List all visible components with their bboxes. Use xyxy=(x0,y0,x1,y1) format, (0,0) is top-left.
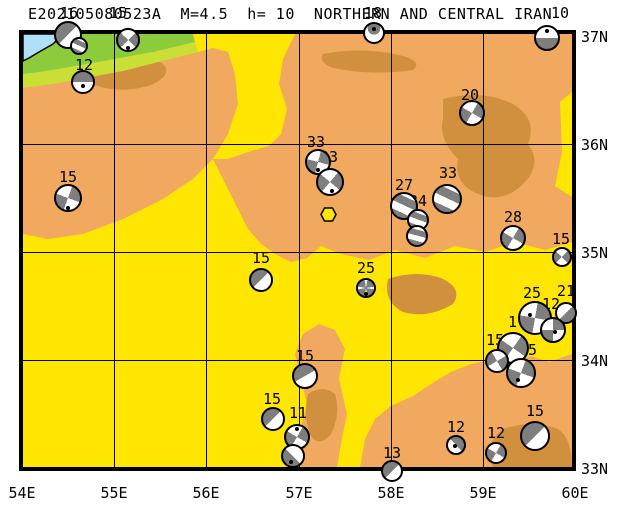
meridian-line xyxy=(114,34,115,467)
latitude-tick-label: 35N xyxy=(581,244,609,262)
focal-mechanism-beachball xyxy=(485,442,507,464)
depth-label: 13 xyxy=(383,444,402,462)
depth-label: 20 xyxy=(461,86,480,104)
focal-mechanism-beachball xyxy=(406,225,428,247)
latitude-tick-label: 36N xyxy=(581,136,609,154)
focal-mechanism-beachball xyxy=(552,247,572,267)
depth-label: 15 xyxy=(263,390,282,408)
focal-mechanism-beachball xyxy=(506,358,536,388)
longitude-tick-label: 59E xyxy=(469,484,497,502)
depth-label: 15 xyxy=(526,402,545,420)
terrain-relief xyxy=(23,34,572,467)
mechanism-axis-dot xyxy=(372,27,376,32)
depth-label: 12 xyxy=(447,418,466,436)
parallel-line xyxy=(23,360,572,361)
depth-label: 15 xyxy=(109,4,128,22)
longitude-tick-label: 55E xyxy=(100,484,128,502)
focal-mechanism-beachball xyxy=(485,349,509,373)
depth-label: 27 xyxy=(395,176,414,194)
focal-mechanism-beachball xyxy=(71,70,95,94)
focal-mechanism-beachball xyxy=(363,22,385,44)
longitude-tick-label: 54E xyxy=(8,484,36,502)
mechanism-axis-dot xyxy=(295,427,299,432)
focal-mechanism-beachball xyxy=(500,225,526,251)
depth-label: 12 xyxy=(75,56,94,74)
meridian-line xyxy=(391,34,392,467)
meridian-line xyxy=(206,34,207,467)
focal-mechanism-beachball xyxy=(292,363,318,389)
mechanism-axis-dot xyxy=(364,291,368,296)
focal-mechanism-beachball xyxy=(518,301,552,335)
focal-mechanism-beachball xyxy=(116,28,140,52)
focal-mechanism-beachball xyxy=(249,268,273,292)
mechanism-axis-dot xyxy=(126,45,130,50)
depth-label: 15 xyxy=(252,249,271,267)
focal-mechanism-beachball xyxy=(356,278,376,298)
mechanism-axis-dot xyxy=(516,377,521,382)
depth-label: 5 xyxy=(528,341,538,359)
mechanism-axis-dot xyxy=(66,205,70,210)
longitude-tick-label: 57E xyxy=(285,484,313,502)
focal-mechanism-beachball xyxy=(281,444,305,468)
focal-mechanism-beachball xyxy=(54,184,82,212)
latitude-tick-label: 37N xyxy=(581,28,609,46)
focal-mechanism-beachball xyxy=(446,435,466,455)
depth-label: 1 xyxy=(508,313,518,331)
depth-label: 15 xyxy=(59,168,78,186)
depth-label: 11 xyxy=(289,404,308,422)
lowland-yellowgreen xyxy=(23,42,198,88)
mechanism-axis-dot xyxy=(453,443,458,448)
focal-mechanism-beachball xyxy=(261,407,285,431)
focal-mechanism-beachball xyxy=(381,460,403,482)
depth-label: 28 xyxy=(504,208,523,226)
longitude-tick-label: 60E xyxy=(561,484,589,502)
focal-mechanism-beachball xyxy=(540,317,566,343)
depth-label: 10 xyxy=(551,4,570,22)
depth-label: 12 xyxy=(487,424,506,442)
longitude-tick-label: 58E xyxy=(377,484,405,502)
depth-label: 33 xyxy=(307,133,326,151)
latitude-tick-label: 34N xyxy=(581,352,609,370)
mechanism-axis-dot xyxy=(329,188,334,193)
map-title: E202105080523A M=4.5 h= 10 NORTHERN AND … xyxy=(28,5,553,23)
meridian-line xyxy=(483,34,484,467)
mechanism-axis-dot xyxy=(81,84,85,88)
depth-label: 15 xyxy=(296,347,315,365)
mechanism-axis-dot xyxy=(552,329,557,334)
depth-label: 25 xyxy=(523,284,542,302)
meridian-line xyxy=(299,34,300,467)
depth-label: 25 xyxy=(357,259,376,277)
sea-area xyxy=(23,34,65,62)
focal-mechanism-beachball xyxy=(316,168,344,196)
depth-label: 18 xyxy=(364,4,383,22)
latitude-tick-label: 33N xyxy=(581,460,609,478)
longitude-tick-label: 56E xyxy=(192,484,220,502)
focal-mechanism-beachball xyxy=(459,100,485,126)
depth-label: 16 xyxy=(60,4,79,22)
focal-mechanism-beachball xyxy=(70,37,88,55)
focal-mechanism-beachball xyxy=(534,25,560,51)
focal-mechanism-beachball xyxy=(432,184,462,214)
parallel-line xyxy=(23,252,572,253)
depth-label: 21 xyxy=(557,282,576,300)
mechanism-axis-dot xyxy=(316,167,320,172)
depth-label: 15 xyxy=(552,230,571,248)
depth-label: 33 xyxy=(439,164,458,182)
parallel-line xyxy=(23,144,572,145)
mechanism-axis-dot xyxy=(528,313,533,317)
mechanism-axis-dot xyxy=(289,460,293,464)
focal-mechanism-beachball xyxy=(520,421,550,451)
mechanism-axis-dot xyxy=(545,28,549,33)
epicenter-hexagon-marker xyxy=(320,207,337,222)
